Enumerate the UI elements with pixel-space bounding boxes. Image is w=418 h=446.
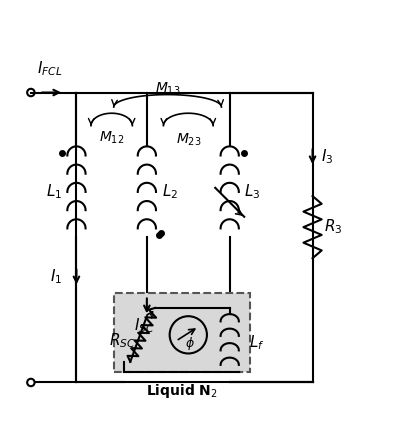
Text: Liquid N$_2$: Liquid N$_2$ — [146, 383, 218, 401]
Text: $L_1$: $L_1$ — [46, 182, 62, 201]
Text: $\phi$: $\phi$ — [186, 335, 195, 352]
Text: $I_{FCL}$: $I_{FCL}$ — [37, 59, 62, 78]
Text: $L_2$: $L_2$ — [162, 182, 178, 201]
Text: $L_f$: $L_f$ — [249, 334, 265, 352]
Text: $R_3$: $R_3$ — [324, 218, 342, 236]
Text: $R_{SC}$: $R_{SC}$ — [110, 332, 136, 351]
Text: $I_1$: $I_1$ — [50, 268, 62, 286]
Text: $M_{23}$: $M_{23}$ — [176, 132, 201, 149]
Text: $I_3$: $I_3$ — [321, 147, 333, 166]
FancyBboxPatch shape — [114, 293, 250, 372]
Text: $M_{13}$: $M_{13}$ — [155, 80, 180, 97]
Text: $L_3$: $L_3$ — [244, 182, 261, 201]
Text: $I_{SC}$: $I_{SC}$ — [135, 316, 155, 334]
Text: $M_{12}$: $M_{12}$ — [99, 130, 124, 146]
